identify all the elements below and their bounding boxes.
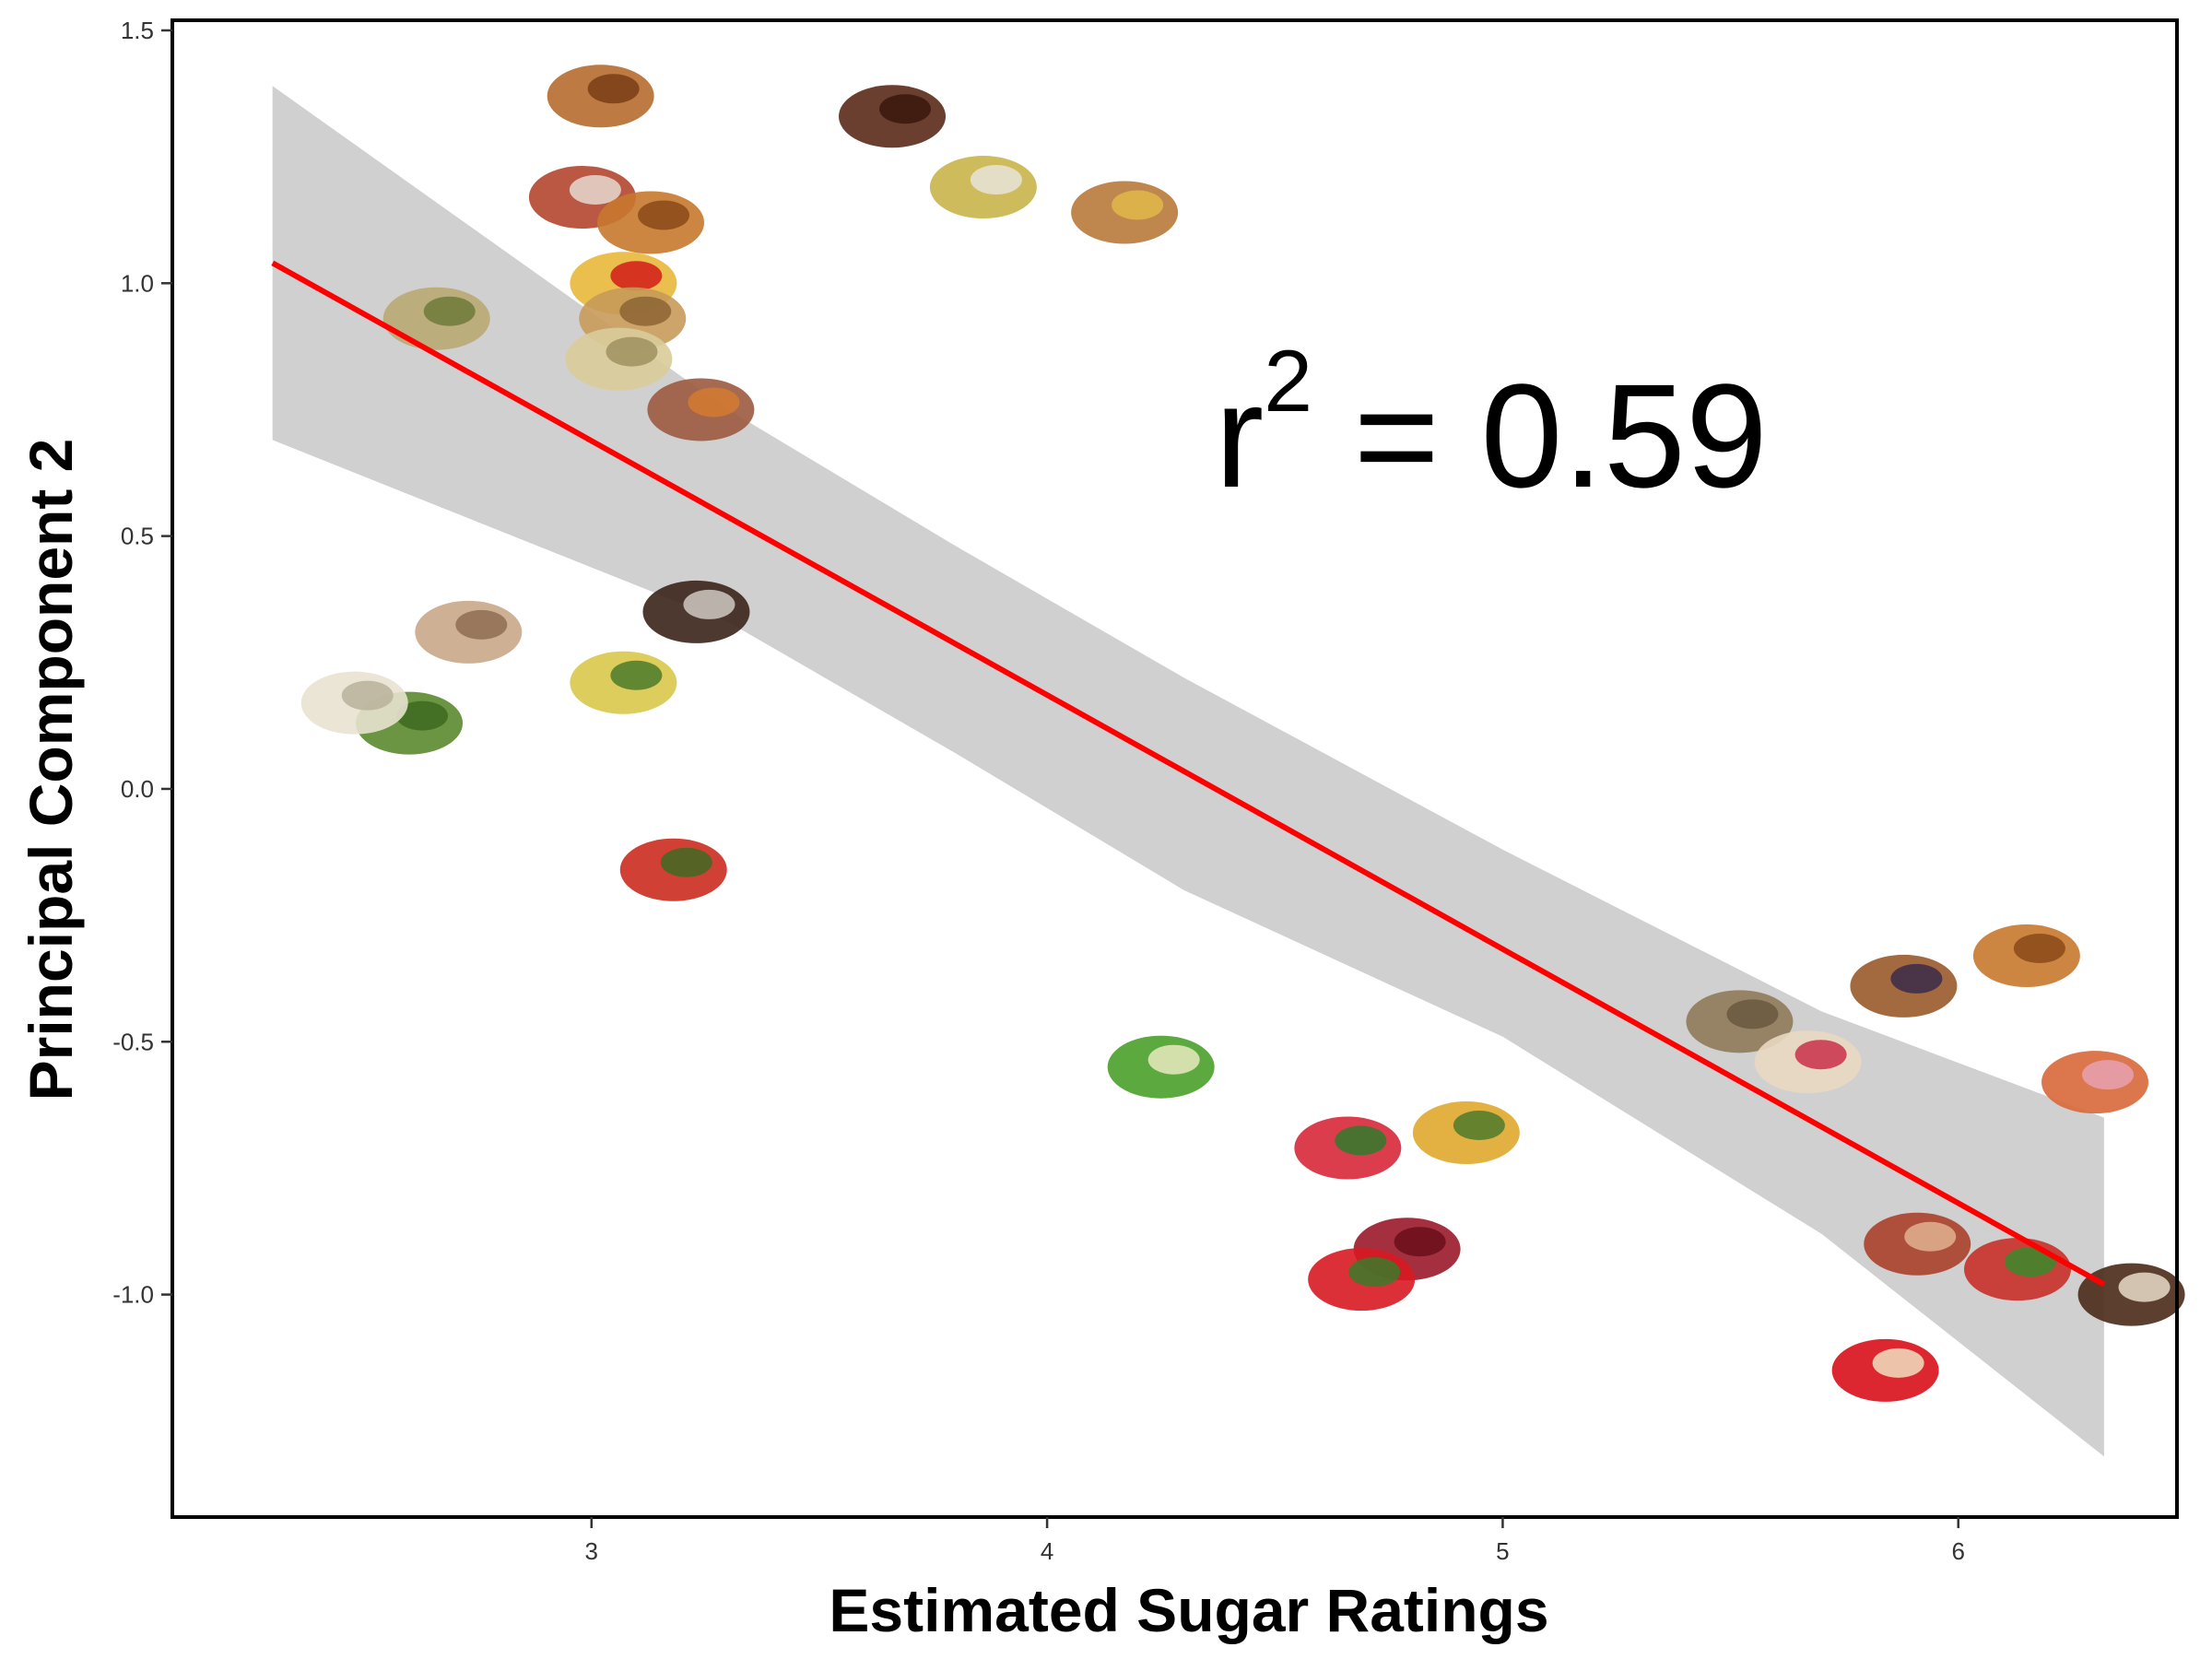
- apples-icon-detail: [1147, 1044, 1200, 1075]
- watermelon-icon: [1294, 1116, 1402, 1180]
- candy-cane-popsicle-icon-detail: [1872, 1347, 1924, 1378]
- cookies-icon-detail: [1726, 999, 1779, 1030]
- muffin-icon-detail: [1890, 963, 1943, 994]
- x-tick-label: 4: [1041, 1537, 1053, 1565]
- tomatoes-icon-detail: [660, 847, 712, 877]
- apples-icon: [1107, 1035, 1215, 1099]
- x-tick-label: 5: [1496, 1537, 1509, 1565]
- y-tick-label: 0.5: [121, 523, 154, 550]
- pie-icon: [1864, 1212, 1971, 1276]
- jelly-beans-icon-detail: [2004, 1247, 2056, 1277]
- pie-icon-detail: [1904, 1221, 1957, 1252]
- y-tick-label: 1.5: [121, 17, 154, 44]
- fried-chicken-icon: [547, 65, 654, 128]
- strawberries-icon: [1308, 1248, 1416, 1312]
- grilled-cheese-icon: [1071, 181, 1179, 244]
- chocolate-cake-icon: [2077, 1263, 2185, 1326]
- cauliflower-icon-detail: [341, 680, 394, 711]
- mac-and-cheese-icon-detail: [970, 165, 1022, 195]
- x-tick-label: 3: [585, 1537, 598, 1565]
- cinnamon-rolls-icon-detail: [2013, 934, 2065, 963]
- cauliflower-icon: [300, 671, 408, 735]
- chocolate-cake-icon-detail: [2118, 1272, 2171, 1302]
- x-axis-title: Estimated Sugar Ratings: [829, 1576, 1548, 1644]
- coffee-grounds-icon-detail: [683, 589, 735, 619]
- candy-cane-popsicle-icon: [1831, 1338, 1939, 1402]
- onion-rings-icon: [597, 191, 705, 254]
- sausages-icon-detail: [879, 94, 932, 124]
- zucchini-icon: [570, 651, 677, 714]
- regression-line: [271, 260, 2106, 1288]
- potatoes-icon: [565, 327, 673, 391]
- rice-icon-detail: [619, 296, 672, 326]
- r-squared-base: r: [1215, 353, 1264, 518]
- r-squared-exponent: 2: [1264, 333, 1312, 430]
- fries-icon-detail: [610, 261, 663, 291]
- cookies-icon: [1686, 990, 1794, 1053]
- pastry-icon-detail: [1794, 1040, 1847, 1070]
- y-axis-title: Principal Component 2: [17, 439, 85, 1101]
- r-squared-value: = 0.59: [1312, 353, 1768, 518]
- soup-icon-detail: [423, 296, 476, 326]
- muffin-icon: [1850, 954, 1958, 1018]
- plot-frame: [171, 18, 2179, 1519]
- cinnamon-rolls-icon: [1972, 924, 2080, 987]
- mushrooms-icon: [415, 600, 523, 664]
- raspberries-icon-detail: [1394, 1227, 1446, 1257]
- zucchini-icon-detail: [610, 660, 663, 690]
- mushrooms-icon-detail: [455, 609, 508, 640]
- jelly-beans-icon: [1963, 1238, 2071, 1301]
- strawberries-icon-detail: [1348, 1257, 1401, 1288]
- pineapple-icon-detail: [1453, 1111, 1505, 1141]
- watermelon-icon-detail: [1335, 1125, 1387, 1156]
- plot-area: [271, 65, 2185, 1457]
- x-tick-label: 6: [1951, 1537, 1964, 1565]
- broccoli-icon-detail: [396, 700, 449, 731]
- bacon-icon-detail: [569, 175, 621, 206]
- soup-icon: [382, 287, 490, 350]
- y-tick-label: 0.0: [121, 775, 154, 803]
- donuts-icon-detail: [2082, 1060, 2135, 1090]
- y-tick-label: -0.5: [112, 1028, 154, 1055]
- y-tick-label: -1.0: [112, 1281, 154, 1309]
- grilled-cheese-icon-detail: [1112, 190, 1164, 220]
- pineapple-icon: [1412, 1101, 1520, 1165]
- baked-potatoes-icon-detail: [688, 387, 740, 418]
- tomatoes-icon: [619, 838, 727, 901]
- mac-and-cheese-icon: [929, 156, 1037, 219]
- onion-rings-icon-detail: [638, 200, 690, 230]
- potatoes-icon-detail: [606, 336, 658, 367]
- axes: 3 4 5 6 1.5 1.0 0.5 0.0 -0.5 -1.0: [112, 17, 1965, 1565]
- baked-potatoes-icon: [647, 378, 755, 441]
- sausages-icon: [839, 85, 947, 148]
- fried-chicken-icon-detail: [587, 74, 640, 104]
- donuts-icon: [2041, 1051, 2149, 1114]
- pastry-icon: [1754, 1030, 1862, 1094]
- coffee-grounds-icon: [642, 580, 750, 643]
- r-squared-annotation: r2 = 0.59: [1215, 333, 1768, 518]
- y-tick-label: 1.0: [121, 269, 154, 297]
